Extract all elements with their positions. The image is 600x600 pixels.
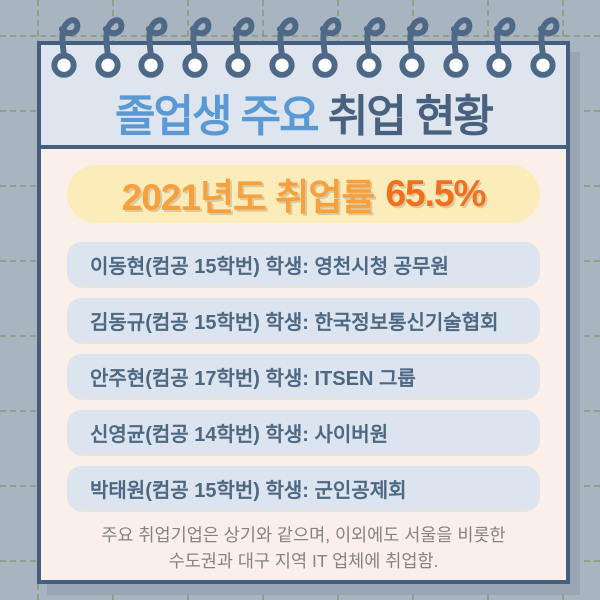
page-title: 졸업생 주요 취업 현황 xyxy=(114,92,494,141)
employment-rate-banner: 2021년도 취업률 65.5% xyxy=(67,165,540,223)
student-company: 영천시청 공무원 xyxy=(314,255,449,278)
student-info: 신영균(컴공 14학번) 학생: xyxy=(90,423,315,446)
student-row: 김동규(컴공 15학번) 학생: 한국정보통신기술협회 xyxy=(67,298,540,342)
student-company: 군인공제회 xyxy=(314,479,407,502)
student-info: 김동규(컴공 15학번) 학생: xyxy=(90,311,315,334)
student-company: ITSEN 그룹 xyxy=(314,367,416,390)
card-header: 졸업생 주요 취업 현황 xyxy=(41,45,566,149)
student-row: 안주현(컴공 17학번) 학생: ITSEN 그룹 xyxy=(67,354,540,398)
student-company: 한국정보통신기술협회 xyxy=(314,311,499,334)
employment-rate-label: 2021년도 취업률 xyxy=(121,177,376,218)
card-body: 2021년도 취업률 65.5% 이동현(컴공 15학번) 학생: 영천시청 공… xyxy=(41,149,566,574)
student-row: 이동현(컴공 15학번) 학생: 영천시청 공무원 xyxy=(67,242,540,286)
student-row: 박태원(컴공 15학번) 학생: 군인공제회 xyxy=(67,466,540,510)
employment-rate-value: 65.5% xyxy=(385,173,486,214)
student-row: 신영균(컴공 14학번) 학생: 사이버원 xyxy=(67,410,540,454)
notebook-card: 졸업생 주요 취업 현황 2021년도 취업률 65.5% 이동현(컴공 15학… xyxy=(37,17,570,584)
grid-line xyxy=(0,35,600,37)
student-list: 이동현(컴공 15학번) 학생: 영천시청 공무원 김동규(컴공 15학번) 학… xyxy=(67,242,540,510)
student-info: 안주현(컴공 17학번) 학생: xyxy=(90,367,315,390)
footer-note-line2: 수도권과 대구 지역 IT 업체에 취업함. xyxy=(168,551,439,571)
student-info: 이동현(컴공 15학번) 학생: xyxy=(90,255,315,278)
footer-note: 주요 취업기업은 상기와 같으며, 이외에도 서울을 비롯한 수도권과 대구 지… xyxy=(67,522,540,574)
page-title-main: 취업 현황 xyxy=(327,92,494,141)
footer-note-line1: 주요 취업기업은 상기와 같으며, 이외에도 서울을 비롯한 xyxy=(101,525,506,545)
student-info: 박태원(컴공 15학번) 학생: xyxy=(90,479,315,502)
page-title-highlight: 졸업생 주요 xyxy=(114,92,320,141)
student-company: 사이버원 xyxy=(314,423,389,446)
